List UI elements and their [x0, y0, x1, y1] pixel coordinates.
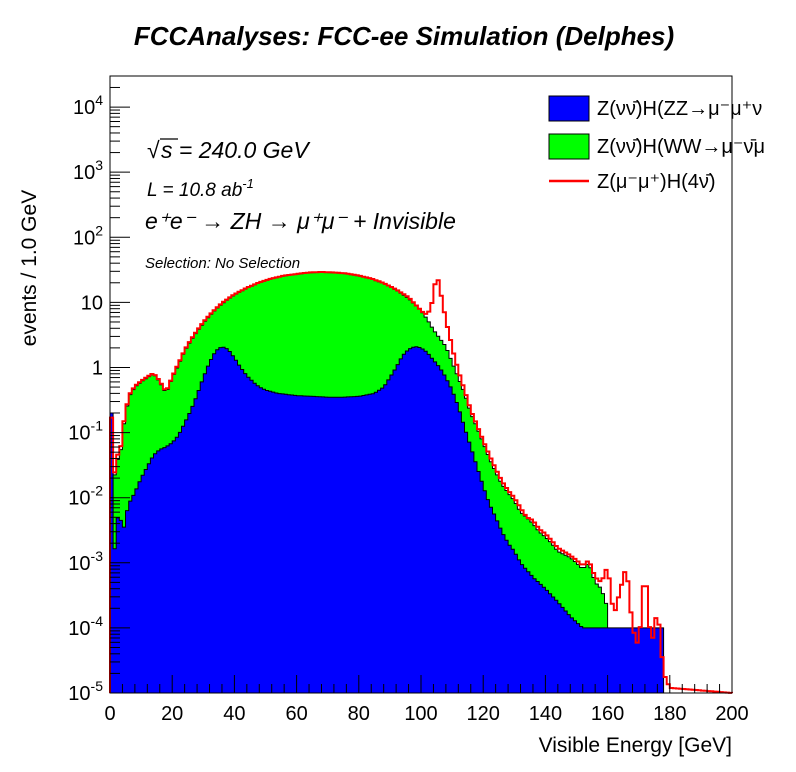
luminosity-prefix: L = 10.8 ab	[147, 180, 242, 201]
legend-entry-2-label: Z(νν̄)H(WW→μ⁻ν̄μ	[597, 136, 765, 158]
luminosity-exponent: -1	[242, 176, 254, 191]
x-tick-label: 180	[653, 703, 686, 725]
legend-entry-2-swatch	[548, 133, 590, 160]
series-1-area	[109, 346, 732, 694]
chart-title: FCCAnalyses: FCC-ee Simulation (Delphes)	[134, 21, 674, 51]
luminosity-label: L = 10.8 ab-1	[147, 176, 254, 201]
y-tick-label: 104	[73, 92, 103, 119]
x-tick-label: 160	[591, 703, 624, 725]
x-tick-label: 40	[223, 703, 245, 725]
x-axis-label: Visible Energy [GeV]	[539, 734, 732, 757]
x-tick-label: 80	[348, 703, 370, 725]
legend-entry-1-label: Z(νν̄)H(ZZ→μ⁻μ⁺ν	[597, 98, 762, 120]
y-tick-label: 10-5	[68, 678, 103, 705]
legend-entry-1-swatch	[548, 95, 590, 122]
x-tick-label: 20	[161, 703, 183, 725]
series-layer	[109, 271, 733, 694]
y-tick-label: 10-3	[68, 548, 103, 575]
x-axis: 0 20 40 60 80 100 120 140 160 180 200	[104, 675, 749, 725]
y-tick-label: 1	[92, 357, 103, 379]
x-tick-label: 100	[404, 703, 437, 725]
legend-entry-3-label: Z(μ⁻μ⁺)H(4ν̄)	[597, 171, 716, 193]
y-tick-label: 10-4	[68, 613, 103, 640]
y-axis-label: events / 1.0 GeV	[18, 190, 41, 346]
x-tick-label: 200	[715, 703, 748, 725]
y-tick-label: 10-2	[68, 483, 103, 510]
process-label: e⁺e⁻ → ZH → μ⁺μ⁻ + Invisible	[145, 208, 456, 234]
sqrt-s-label: s = 240.0 GeV	[161, 137, 311, 163]
legend: Z(νν̄)H(ZZ→μ⁻μ⁺ν Z(νν̄)H(WW→μ⁻ν̄μ Z(μ⁻μ⁺)H…	[548, 95, 765, 193]
annotations: √ s = 240.0 GeV L = 10.8 ab-1 e⁺e⁻ → ZH …	[145, 137, 456, 272]
series-3-line	[109, 271, 733, 694]
x-tick-label: 120	[467, 703, 500, 725]
y-tick-label: 102	[73, 222, 103, 249]
selection-label: Selection: No Selection	[145, 255, 300, 272]
x-tick-label: 140	[529, 703, 562, 725]
y-tick-label: 103	[73, 157, 103, 184]
y-axis: 10-5 10-4 10-3 10-2 10-1 1 10 102 103 104	[68, 75, 130, 705]
x-tick-label: 0	[104, 703, 115, 725]
sqrt-s-radical: √	[147, 137, 160, 163]
y-tick-label: 10	[81, 292, 103, 314]
y-tick-label: 10-1	[68, 418, 103, 445]
x-tick-label: 60	[285, 703, 307, 725]
